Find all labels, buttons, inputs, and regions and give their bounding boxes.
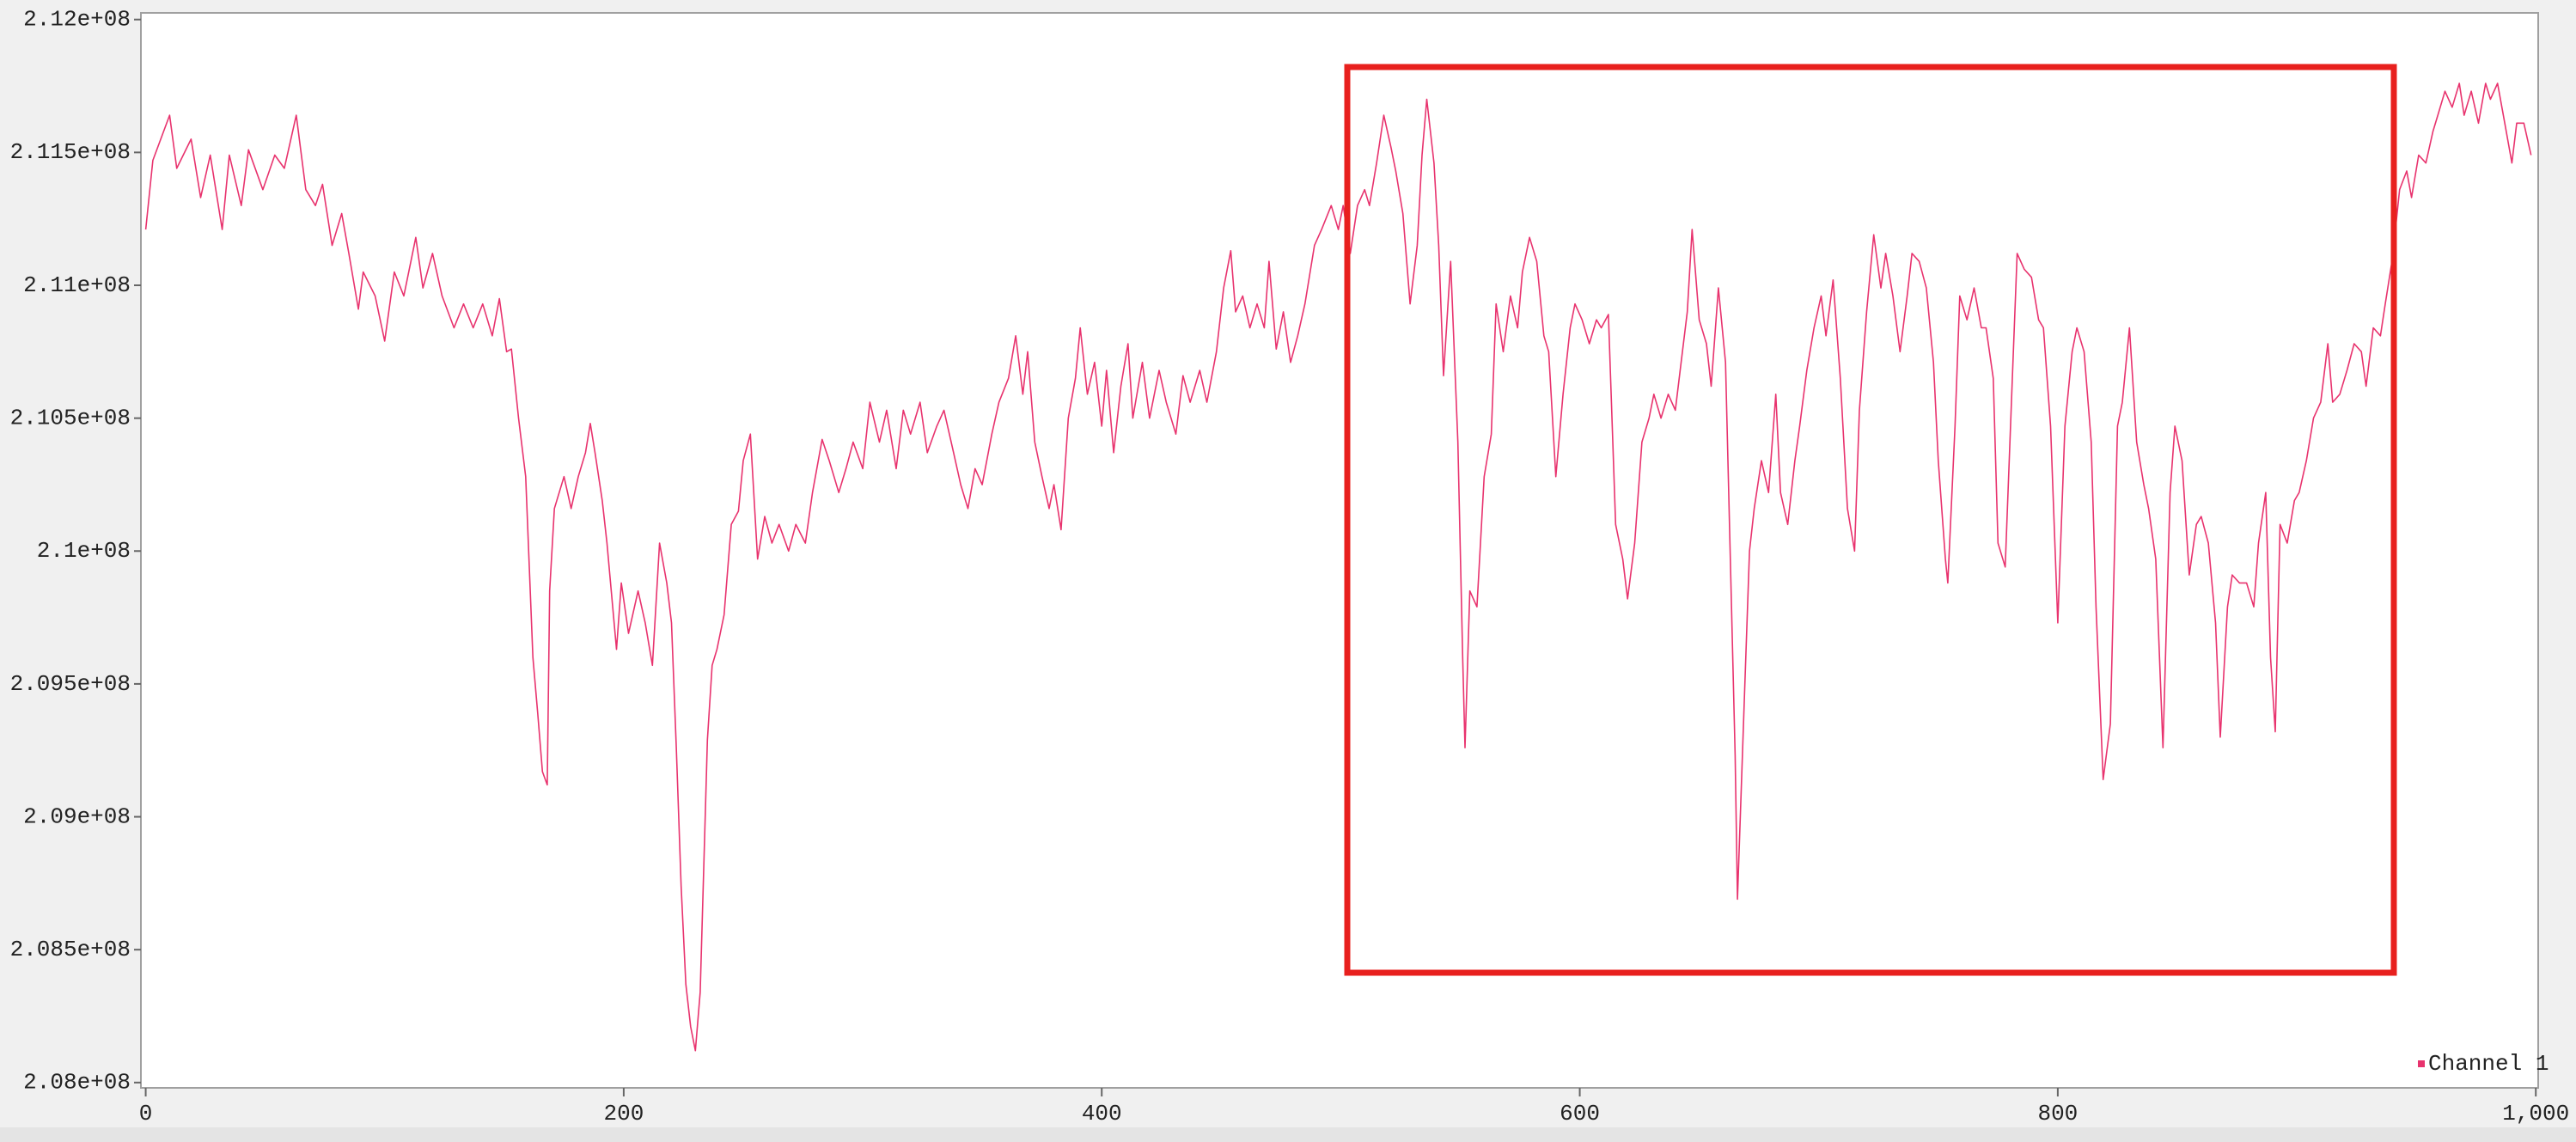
x-tick-label: 800 <box>2037 1101 2078 1127</box>
y-tick-label: 2.1e+08 <box>37 538 131 564</box>
y-tick-label: 2.12e+08 <box>23 7 131 33</box>
y-tick-label: 2.105e+08 <box>10 406 131 431</box>
x-tick-label: 1,000 <box>2502 1101 2569 1127</box>
y-tick-label: 2.095e+08 <box>10 671 131 697</box>
y-tick-label: 2.11e+08 <box>23 272 131 298</box>
y-tick-label: 2.085e+08 <box>10 937 131 962</box>
x-tick-label: 400 <box>1082 1101 1122 1127</box>
y-tick-label: 2.115e+08 <box>10 139 131 165</box>
data-line <box>144 82 2532 1052</box>
highlight-box <box>1344 64 2397 976</box>
legend-label: Channel 1 <box>2428 1051 2549 1077</box>
x-tick-label: 0 <box>139 1101 153 1127</box>
x-tick-label: 600 <box>1560 1101 1600 1127</box>
y-tick-label: 2.09e+08 <box>23 803 131 829</box>
legend-swatch <box>2418 1060 2425 1067</box>
tab-bar <box>0 1127 2576 1142</box>
y-tick-label: 2.08e+08 <box>23 1070 131 1096</box>
plot-area <box>140 12 2539 1089</box>
x-tick-label: 200 <box>603 1101 644 1127</box>
